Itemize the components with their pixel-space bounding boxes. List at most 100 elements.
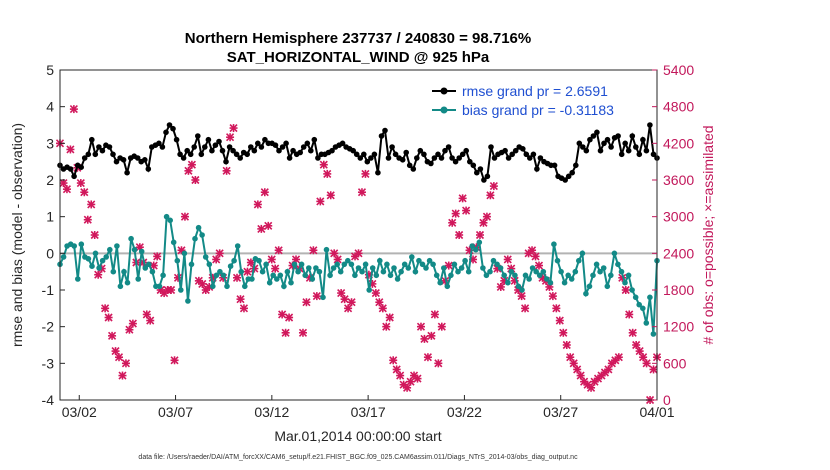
- bias-point: [469, 243, 476, 249]
- obs-marker: [226, 133, 235, 142]
- rmse-point: [576, 140, 583, 147]
- obs-marker: [354, 249, 363, 258]
- left-tick-label: 3: [46, 135, 54, 151]
- obs-marker: [167, 285, 176, 295]
- obs-marker: [142, 310, 151, 319]
- rmse-point: [209, 147, 215, 154]
- obs-marker: [153, 252, 162, 261]
- bias-point: [281, 283, 287, 290]
- obs-marker: [566, 353, 575, 362]
- obs-marker: [642, 359, 651, 368]
- rmse-point: [452, 158, 459, 165]
- bias-point: [181, 250, 188, 257]
- x-axis-ticks: 03/02 03/07 03/12 03/17 03/22 03/27 04/01: [62, 395, 675, 420]
- bias-point: [441, 265, 447, 271]
- obs-marker: [191, 175, 200, 185]
- obs-marker: [475, 230, 485, 240]
- rmse-point: [106, 144, 113, 150]
- rmse-point: [226, 144, 233, 150]
- bias-point: [149, 268, 156, 275]
- obs-marker: [128, 319, 137, 328]
- bias-point: [78, 241, 85, 247]
- bias-point: [430, 261, 436, 268]
- bias-point: [515, 283, 522, 290]
- right-tick-label: 600: [663, 355, 687, 371]
- obs-marker: [437, 322, 446, 331]
- rmse-point: [449, 155, 455, 161]
- rmse-point: [629, 133, 636, 139]
- rmse-point: [421, 151, 427, 158]
- obs-marker: [298, 328, 308, 337]
- right-tick-label: 3000: [663, 209, 694, 225]
- obs-marker: [271, 264, 280, 273]
- rmse-point: [142, 157, 148, 163]
- rmse-point: [134, 155, 141, 161]
- bias-point: [625, 272, 632, 279]
- bias-point: [320, 294, 326, 301]
- rmse-point: [212, 142, 219, 148]
- rmse-point: [184, 147, 190, 154]
- obs-marker: [382, 322, 391, 331]
- bias-point: [309, 276, 316, 282]
- rmse-point: [205, 136, 212, 143]
- bias-point: [536, 272, 543, 279]
- obs-marker: [312, 292, 321, 301]
- obs-marker: [489, 182, 498, 191]
- obs-marker: [80, 188, 89, 197]
- bias-point: [487, 268, 493, 275]
- bias-point: [114, 243, 120, 249]
- bias-point: [618, 268, 625, 275]
- legend-bias-label: bias grand pr = -0.31183: [462, 102, 614, 118]
- bias-point: [384, 261, 390, 268]
- bias-point: [288, 279, 294, 286]
- rmse-point: [392, 151, 399, 158]
- rmse-point: [251, 147, 258, 154]
- bias-point: [227, 263, 234, 270]
- rmse-point: [565, 173, 572, 180]
- bias-point: [412, 268, 419, 275]
- bias-point: [462, 257, 468, 264]
- obs-marker: [264, 221, 273, 230]
- bias-point: [490, 257, 497, 264]
- bias-point: [341, 261, 348, 268]
- rmse-point: [78, 164, 84, 170]
- rmse-point: [156, 140, 162, 147]
- right-tick-label: 4800: [663, 99, 694, 115]
- obs-marker: [430, 310, 439, 319]
- rmse-point: [502, 147, 508, 154]
- obs-marker: [451, 209, 460, 218]
- obs-marker: [215, 249, 224, 258]
- rmse-point: [640, 136, 646, 143]
- bias-point: [437, 279, 444, 286]
- obs-marker: [621, 285, 630, 295]
- bias-point: [409, 254, 415, 260]
- bias-point: [512, 272, 518, 279]
- right-tick-label: 2400: [663, 245, 694, 261]
- y-axis-right-label: # of obs: o=possible; ×=assimilated: [700, 125, 716, 344]
- rmse-point: [470, 162, 477, 169]
- obs-marker: [458, 194, 467, 203]
- rmse-point: [608, 144, 614, 150]
- rmse-point: [166, 122, 173, 128]
- bias-point: [188, 261, 195, 268]
- obs-marker: [205, 282, 214, 292]
- rmse-point: [300, 144, 307, 150]
- rmse-point: [286, 155, 293, 161]
- obs-marker: [281, 328, 290, 337]
- bias-point: [554, 257, 561, 264]
- rmse-point: [583, 147, 590, 154]
- bias-point: [199, 232, 205, 238]
- x-tick-label: 03/07: [158, 404, 193, 420]
- obs-marker: [180, 212, 190, 221]
- obs-marker: [170, 356, 179, 365]
- rmse-point: [279, 144, 286, 150]
- bias-point: [224, 283, 230, 290]
- bias-point: [192, 235, 198, 242]
- bias-point: [217, 268, 223, 275]
- bias-point: [85, 255, 92, 262]
- rmse-point: [191, 144, 197, 150]
- bias-point: [362, 261, 369, 268]
- bias-point: [604, 283, 611, 290]
- rmse-point: [382, 127, 388, 134]
- bias-point: [611, 250, 618, 257]
